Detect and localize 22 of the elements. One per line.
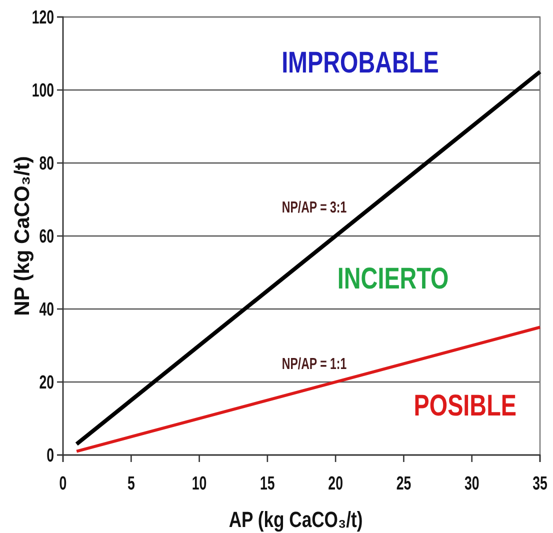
y-tick-label: 80 xyxy=(39,153,54,174)
x-tick-label: 0 xyxy=(59,473,67,494)
y-tick-label: 40 xyxy=(39,299,54,320)
x-tick-label: 30 xyxy=(464,473,480,494)
y-axis-title: NP (kg CaCO₃/t) xyxy=(11,156,34,316)
x-tick-label: 35 xyxy=(532,473,548,494)
x-tick-label: 25 xyxy=(396,473,412,494)
y-tick-label: 60 xyxy=(39,226,54,248)
annotation: IMPROBABLE xyxy=(282,46,439,80)
x-tick-label: 20 xyxy=(328,473,343,494)
annotation: INCIERTO xyxy=(337,262,449,296)
x-tick-label: 10 xyxy=(192,473,207,494)
series-label: NP/AP = 3:1 xyxy=(282,198,347,216)
annotation: POSIBLE xyxy=(414,388,516,422)
x-tick-label: 5 xyxy=(127,473,135,494)
x-tick-label: 15 xyxy=(260,473,275,494)
y-tick-label: 120 xyxy=(32,7,54,28)
y-tick-label: 0 xyxy=(46,445,54,466)
y-tick-label: 20 xyxy=(39,372,54,394)
y-tick-label: 100 xyxy=(32,80,54,102)
x-axis-title: AP (kg CaCO₃/t) xyxy=(228,508,363,533)
series-label: NP/AP = 1:1 xyxy=(282,354,347,372)
